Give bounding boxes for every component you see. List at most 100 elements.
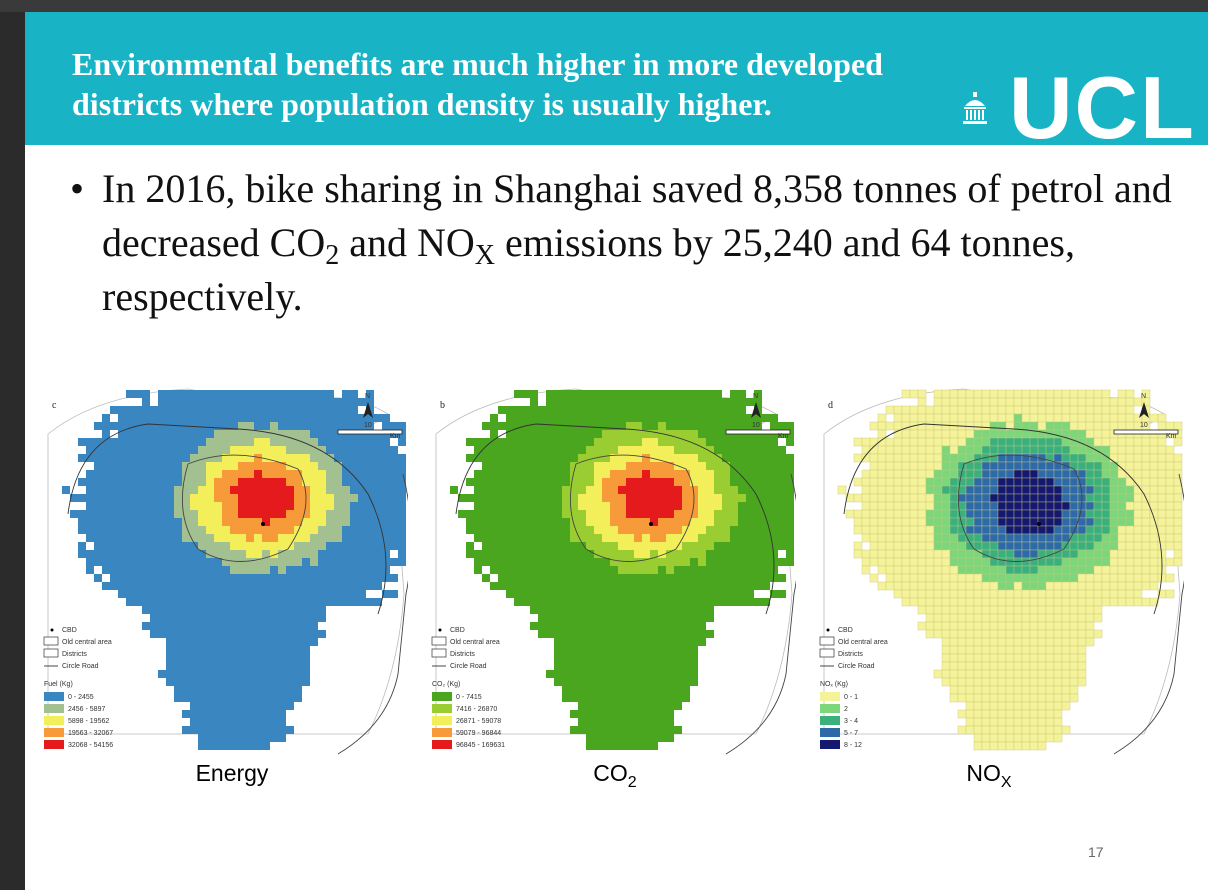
grid-cell — [1029, 469, 1039, 479]
bullet-dot-icon: • — [70, 166, 85, 211]
grid-cell — [262, 414, 270, 422]
grid-cell — [770, 494, 778, 502]
grid-cell — [366, 550, 374, 558]
grid-cell — [642, 726, 650, 734]
grid-cell — [1053, 685, 1063, 695]
grid-cell — [270, 422, 278, 430]
grid-cell — [190, 590, 198, 598]
grid-cell — [214, 686, 222, 694]
grid-cell — [374, 526, 382, 534]
grid-cell — [1093, 557, 1103, 567]
grid-cell — [877, 517, 887, 527]
grid-cell — [1021, 525, 1031, 535]
grid-cell — [626, 406, 634, 414]
grid-cell — [1053, 413, 1063, 423]
grid-cell — [1109, 573, 1119, 583]
grid-cell — [1117, 573, 1127, 583]
grid-cell — [382, 574, 390, 582]
grid-cell — [714, 510, 722, 518]
grid-cell — [965, 661, 975, 671]
grid-cell — [1149, 597, 1159, 607]
grid-cell — [514, 390, 522, 398]
grid-cell — [118, 590, 126, 598]
grid-cell — [594, 414, 602, 422]
grid-cell — [1149, 445, 1159, 455]
grid-cell — [182, 462, 190, 470]
grid-cell — [885, 541, 895, 551]
grid-cell — [474, 518, 482, 526]
grid-cell — [1101, 413, 1111, 423]
grid-cell — [318, 614, 326, 622]
grid-cell — [326, 598, 334, 606]
grid-cell — [246, 646, 254, 654]
grid-cell — [965, 517, 975, 527]
grid-cell — [126, 470, 134, 478]
legend-class-label: 5 - 7 — [844, 730, 858, 737]
grid-cell — [374, 502, 382, 510]
grid-cell — [949, 685, 959, 695]
grid-cell — [650, 550, 658, 558]
grid-cell — [690, 518, 698, 526]
grid-cell — [997, 629, 1007, 639]
grid-cell — [390, 534, 398, 542]
grid-cell — [650, 398, 658, 406]
grid-cell — [522, 534, 530, 542]
grid-cell — [754, 574, 762, 582]
grid-cell — [658, 390, 666, 398]
grid-cell — [1005, 581, 1015, 591]
grid-cell — [786, 462, 794, 470]
grid-cell — [570, 630, 578, 638]
grid-cell — [674, 470, 682, 478]
grid-cell — [618, 526, 626, 534]
grid-cell — [594, 638, 602, 646]
grid-cell — [118, 494, 126, 502]
grid-cell — [1061, 637, 1071, 647]
grid-cell — [706, 606, 714, 614]
grid-cell — [1101, 589, 1111, 599]
grid-cell — [390, 478, 398, 486]
grid-cell — [1069, 397, 1079, 407]
grid-cell — [286, 558, 294, 566]
grid-cell — [482, 526, 490, 534]
grid-cell — [786, 438, 794, 446]
grid-cell — [853, 517, 863, 527]
grid-cell — [989, 421, 999, 431]
grid-cell — [270, 526, 278, 534]
grid-cell — [110, 422, 118, 430]
grid-cell — [1157, 453, 1167, 463]
grid-cell — [626, 742, 634, 750]
grid-cell — [206, 502, 214, 510]
grid-cell — [238, 454, 246, 462]
grid-cell — [618, 470, 626, 478]
grid-cell — [933, 669, 943, 679]
grid-cell — [722, 470, 730, 478]
grid-cell — [610, 654, 618, 662]
grid-cell — [1045, 509, 1055, 519]
grid-cell — [618, 390, 626, 398]
grid-cell — [1053, 597, 1063, 607]
grid-cell — [658, 614, 666, 622]
grid-cell — [642, 414, 650, 422]
grid-cell — [586, 614, 594, 622]
grid-cell — [1093, 589, 1103, 599]
grid-cell — [770, 550, 778, 558]
grid-cell — [730, 462, 738, 470]
grid-cell — [1077, 445, 1087, 455]
grid-cell — [634, 494, 642, 502]
grid-cell — [909, 557, 919, 567]
grid-cell — [1037, 741, 1047, 751]
grid-cell — [1053, 709, 1063, 719]
grid-cell — [546, 630, 554, 638]
grid-cell — [150, 470, 158, 478]
grid-cell — [294, 406, 302, 414]
grid-cell — [102, 542, 110, 550]
grid-cell — [182, 726, 190, 734]
grid-cell — [674, 550, 682, 558]
grid-cell — [238, 470, 246, 478]
grid-cell — [578, 614, 586, 622]
grid-cell — [1005, 517, 1015, 527]
grid-cell — [334, 478, 342, 486]
grid-cell — [666, 510, 674, 518]
grid-cell — [318, 566, 326, 574]
grid-cell — [586, 654, 594, 662]
